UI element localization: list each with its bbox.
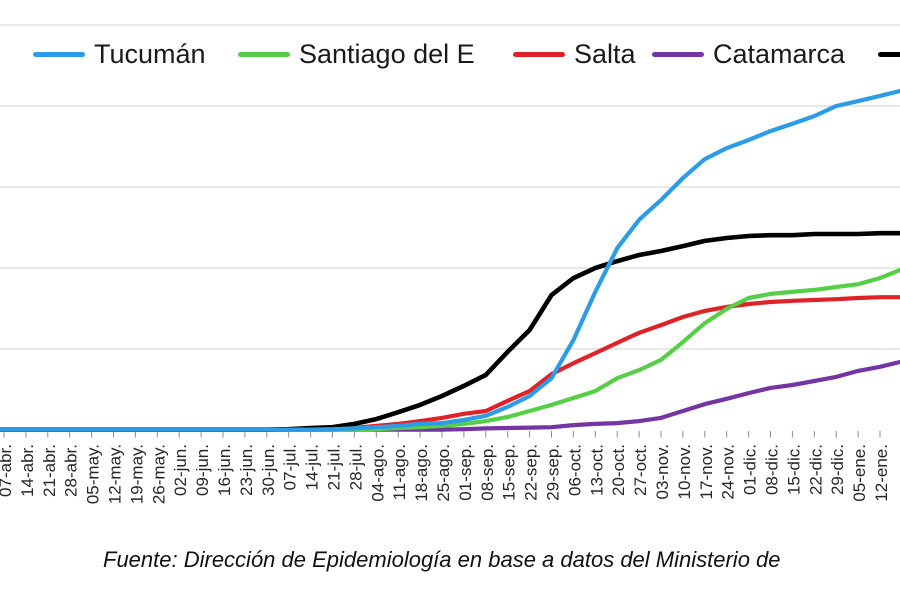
source-note: Fuente: Dirección de Epidemiología en ba… xyxy=(103,547,781,572)
x-axis-label: 12-ene. xyxy=(872,444,891,502)
x-axis-label: 08-dic. xyxy=(763,444,782,495)
x-axis-label: 01-sep. xyxy=(456,444,475,501)
x-axis-label: 08-sep. xyxy=(478,444,497,501)
legend-line-swatch-tucuman xyxy=(33,51,85,57)
x-axis-label: 21-jul. xyxy=(325,444,344,490)
legend-label-tucuman: Tucumán xyxy=(94,38,206,69)
legend-item-cropped-black-series xyxy=(878,36,900,72)
legend-line-swatch-catamarca xyxy=(652,51,704,57)
x-axis-label: 04-ago. xyxy=(368,444,387,502)
x-axis-label: 29-sep. xyxy=(544,444,563,501)
x-axis-label: 05-ene. xyxy=(850,444,869,502)
legend-line-swatch-santiago xyxy=(238,51,290,57)
x-axis-label: 07-abr. xyxy=(0,444,15,497)
series-line-tucum-n xyxy=(0,88,900,432)
x-axis-label: 29-dic. xyxy=(828,444,847,495)
x-axis-label: 24-nov. xyxy=(719,444,738,499)
legend-item-catamarca: Catamarca xyxy=(652,36,845,72)
x-axis-label: 14-abr. xyxy=(18,444,37,497)
x-axis-label: 16-jun. xyxy=(215,444,234,496)
series-line-black xyxy=(0,230,900,432)
x-axis-label: 22-sep. xyxy=(522,444,541,501)
x-axis-label: 17-nov. xyxy=(697,444,716,499)
x-axis-label: 21-abr. xyxy=(40,444,59,497)
legend-item-santiago-del-e: Santiago del E xyxy=(238,36,475,72)
x-axis-label: 12-may. xyxy=(106,444,125,504)
x-axis-label: 18-ago. xyxy=(412,444,431,502)
legend-item-salta: Salta xyxy=(513,36,636,72)
chart-legend: Tucumán Santiago del E Salta Catamarca xyxy=(0,0,900,80)
x-axis-label: 10-nov. xyxy=(675,444,694,499)
x-axis-label: 15-sep. xyxy=(500,444,519,501)
x-axis-label: 19-may. xyxy=(127,444,146,504)
x-axis-label: 28-abr. xyxy=(62,444,81,497)
x-axis-label: 26-may. xyxy=(149,444,168,504)
legend-label-salta: Salta xyxy=(574,38,636,69)
x-axis-label: 20-oct. xyxy=(609,444,628,496)
x-axis-label: 27-oct. xyxy=(631,444,650,496)
x-axis-label: 01-dic. xyxy=(741,444,760,495)
x-axis-label: 06-oct. xyxy=(565,444,584,496)
series-line-salta xyxy=(0,295,900,432)
legend-label-santiago: Santiago del E xyxy=(299,38,475,69)
x-axis-label: 14-jul. xyxy=(303,444,322,490)
x-axis-label: 05-may. xyxy=(84,444,103,504)
x-axis-label: 25-ago. xyxy=(434,444,453,502)
x-axis-label: 30-jun. xyxy=(259,444,278,496)
x-axis-label: 13-oct. xyxy=(587,444,606,496)
legend-label-catamarca: Catamarca xyxy=(713,38,846,69)
legend-line-swatch-black xyxy=(878,51,900,57)
x-axis-label: 28-jul. xyxy=(346,444,365,490)
x-axis-label: 03-nov. xyxy=(653,444,672,499)
legend-item-tucuman: Tucumán xyxy=(33,36,206,72)
x-axis-label: 15-dic. xyxy=(784,444,803,495)
series-line-catamarca xyxy=(0,359,900,432)
x-axis-label: 09-jun. xyxy=(193,444,212,496)
x-axis-label: 02-jun. xyxy=(171,444,190,496)
x-axis-label: 11-ago. xyxy=(390,444,409,500)
x-axis-label: 07-jul. xyxy=(281,444,300,490)
x-axis-label: 22-dic. xyxy=(806,444,825,495)
legend-line-swatch-salta xyxy=(513,51,565,57)
series-line-santiago-del-e xyxy=(0,267,900,432)
x-axis-label: 23-jun. xyxy=(237,444,256,496)
